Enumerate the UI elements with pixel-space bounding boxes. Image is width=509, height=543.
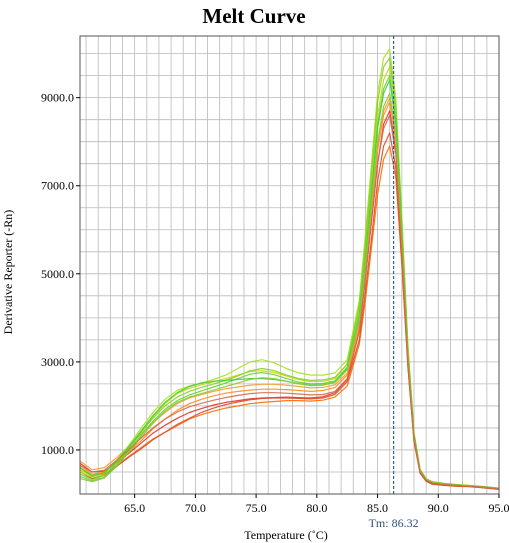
x-tick-label: 85.0 [367,501,388,515]
y-tick-label: 5000.0 [41,267,74,281]
y-tick-label: 1000.0 [41,443,74,457]
y-tick-label: 9000.0 [41,91,74,105]
y-axis-ticks: 1000.0 3000.0 5000.0 7000.0 9000.0 [41,91,80,457]
x-tick-label: 65.0 [124,501,145,515]
x-tick-label: 70.0 [185,501,206,515]
plot-frame [79,35,500,495]
x-tick-label: 75.0 [246,501,267,515]
melt-curve-line-3 [79,132,500,490]
y-tick-label: 7000.0 [41,179,74,193]
tm-layer: Tm: 86.32 [369,36,419,530]
x-axis-ticks: 65.0 70.0 75.0 80.0 85.0 90.0 95.0 [124,494,509,515]
chart-grid [80,36,500,494]
x-tick-label: 90.0 [428,501,449,515]
series-layer [79,48,500,490]
tm-label: Tm: 86.32 [369,516,419,530]
melt-curve-line-7 [79,48,500,489]
y-tick-label: 3000.0 [41,355,74,369]
melt-curve-line-8 [79,57,500,489]
y-axis-label: Derivative Reporter (-Rn) [1,210,15,335]
x-axis-label: Temperature (˚C) [244,528,327,542]
melt-curve-line-10 [79,79,500,489]
x-tick-label: 95.0 [489,501,509,515]
x-tick-label: 80.0 [306,501,327,515]
melt-curve-line-12 [79,114,500,490]
chart-title: Melt Curve [202,4,305,28]
